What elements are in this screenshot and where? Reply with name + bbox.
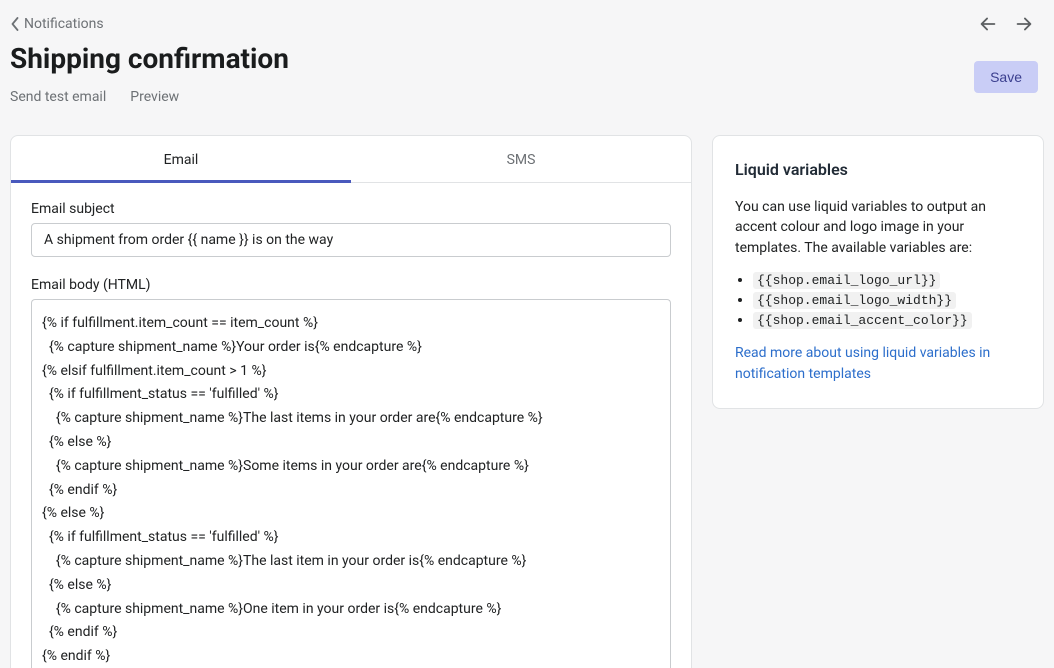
list-item: {{shop.email_logo_width}} [753, 292, 1021, 308]
template-editor-card: Email SMS Email subject Email body (HTML… [10, 135, 692, 668]
list-item: {{shop.email_accent_color}} [753, 312, 1021, 328]
list-item: {{shop.email_logo_url}} [753, 272, 1021, 288]
liquid-variables-heading: Liquid variables [735, 160, 1021, 179]
email-subject-label: Email subject [31, 201, 671, 217]
nav-next-button[interactable] [1012, 12, 1036, 36]
email-subject-input[interactable] [31, 223, 671, 257]
send-test-email-link[interactable]: Send test email [10, 89, 106, 105]
email-body-label: Email body (HTML) [31, 277, 671, 293]
preview-link[interactable]: Preview [130, 89, 179, 105]
liquid-variables-description: You can use liquid variables to output a… [735, 197, 1021, 258]
email-body-textarea[interactable]: {% if fulfillment.item_count == item_cou… [31, 299, 671, 668]
liquid-docs-link[interactable]: Read more about using liquid variables i… [735, 345, 990, 382]
breadcrumb[interactable]: Notifications [10, 16, 104, 32]
tab-sms[interactable]: SMS [351, 136, 691, 182]
breadcrumb-label: Notifications [24, 16, 104, 32]
tab-email[interactable]: Email [11, 136, 351, 182]
save-button[interactable]: Save [974, 61, 1038, 93]
page-title: Shipping confirmation [10, 42, 289, 75]
liquid-variable-code: {{shop.email_logo_width}} [753, 292, 956, 309]
liquid-variable-code: {{shop.email_accent_color}} [753, 312, 972, 329]
chevron-left-icon [10, 17, 20, 31]
liquid-variable-code: {{shop.email_logo_url}} [753, 272, 940, 289]
tabs: Email SMS [11, 136, 691, 183]
nav-prev-button[interactable] [976, 12, 1000, 36]
liquid-variables-list: {{shop.email_logo_url}} {{shop.email_log… [735, 272, 1021, 328]
liquid-variables-card: Liquid variables You can use liquid vari… [712, 135, 1044, 409]
